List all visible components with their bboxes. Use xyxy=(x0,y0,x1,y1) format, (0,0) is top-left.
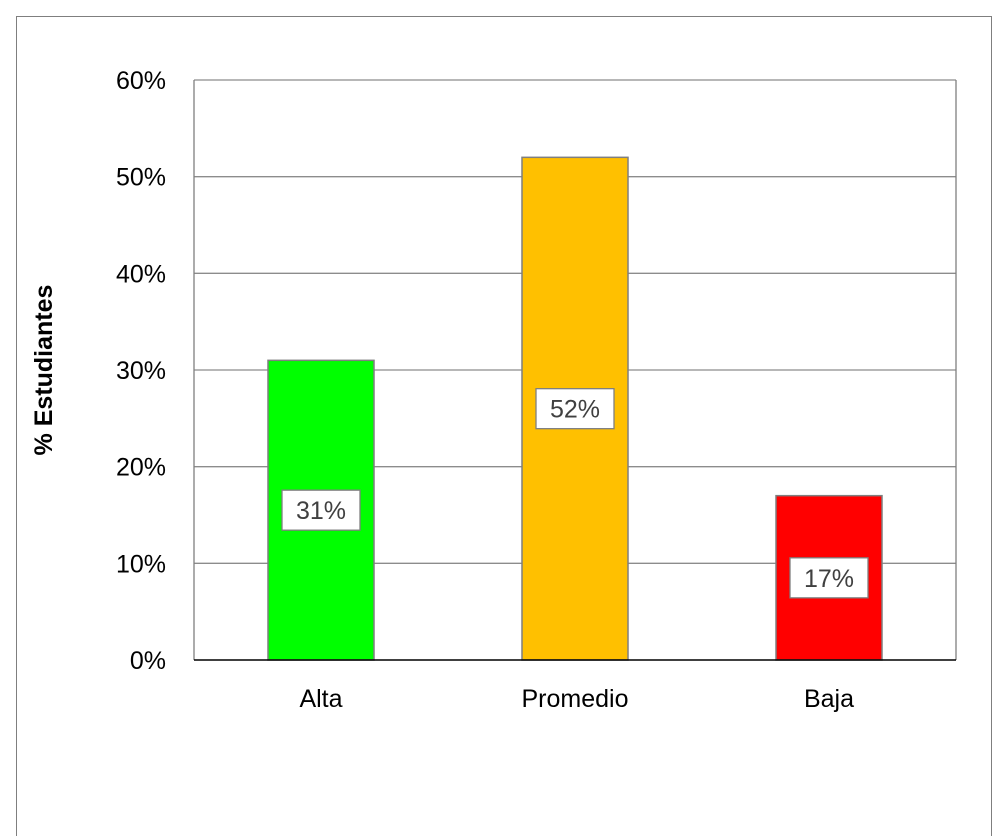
data-label: 52% xyxy=(550,396,600,424)
x-category-label: Baja xyxy=(804,685,854,713)
chart-frame xyxy=(16,16,992,836)
y-tick-labels: 0% 10% 20% 30% 40% 50% 60% xyxy=(116,67,166,675)
data-label: 31% xyxy=(296,497,346,525)
x-category-labels: Alta Promedio Baja xyxy=(299,685,854,713)
y-tick-label: 60% xyxy=(116,67,166,95)
y-axis-title: % Estudiantes xyxy=(30,285,58,456)
plot-area xyxy=(193,80,957,660)
data-label-box xyxy=(789,557,869,599)
y-tick-label: 50% xyxy=(116,164,166,192)
data-label-box xyxy=(281,489,361,531)
x-category-label: Promedio xyxy=(522,685,629,713)
data-label-box xyxy=(535,388,615,430)
y-tick-label: 30% xyxy=(116,357,166,385)
x-category-label: Alta xyxy=(299,685,342,713)
data-labels: 31% 52% 17% xyxy=(281,388,869,599)
data-label: 17% xyxy=(804,565,854,593)
y-tick-label: 40% xyxy=(116,260,166,288)
y-tick-label: 0% xyxy=(130,647,166,675)
y-tick-label: 20% xyxy=(116,454,166,482)
y-tick-label: 10% xyxy=(116,550,166,578)
